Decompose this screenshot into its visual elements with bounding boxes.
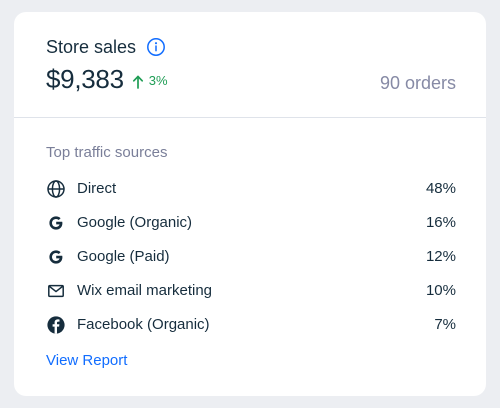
arrow-up-icon — [132, 75, 144, 89]
globe-icon — [46, 179, 66, 199]
traffic-source-facebook-organic: Facebook (Organic) 7% — [46, 308, 456, 342]
envelope-icon — [46, 281, 66, 301]
orders-count: 90 orders — [379, 73, 456, 93]
google-icon — [46, 247, 66, 267]
trend-indicator: 3% — [132, 73, 168, 89]
store-sales-card: Store sales $9,383 3% — [14, 12, 486, 396]
traffic-source-google-paid: Google (Paid) 12% — [46, 240, 456, 274]
source-percent: 7% — [434, 316, 456, 333]
source-label: Direct — [77, 180, 117, 197]
source-label: Facebook (Organic) — [77, 316, 210, 333]
traffic-source-wix-email: Wix email marketing 10% — [46, 274, 456, 308]
card-header: Store sales $9,383 3% — [14, 12, 486, 118]
traffic-source-direct: Direct 48% — [46, 172, 456, 206]
traffic-source-google-organic: Google (Organic) 16% — [46, 206, 456, 240]
source-percent: 16% — [425, 214, 456, 231]
source-label: Google (Paid) — [77, 248, 170, 265]
source-label: Wix email marketing — [77, 282, 213, 299]
traffic-sources-label: Top traffic sources — [46, 144, 168, 161]
amount-row: $9,383 3% — [46, 64, 168, 94]
title-row: Store sales — [46, 36, 166, 58]
card-title: Store sales — [46, 37, 137, 57]
google-icon — [46, 213, 66, 233]
sales-amount: $9,383 — [46, 64, 124, 94]
traffic-sources-list: Direct 48% Google (Organic) 16% — [46, 172, 456, 342]
trend-value: 3% — [148, 73, 168, 88]
info-icon[interactable] — [146, 37, 166, 57]
facebook-icon — [46, 315, 66, 335]
source-percent: 48% — [425, 180, 456, 197]
source-label: Google (Organic) — [77, 214, 193, 231]
source-percent: 12% — [425, 248, 456, 265]
view-report-link[interactable]: View Report — [46, 352, 128, 369]
source-percent: 10% — [425, 282, 456, 299]
